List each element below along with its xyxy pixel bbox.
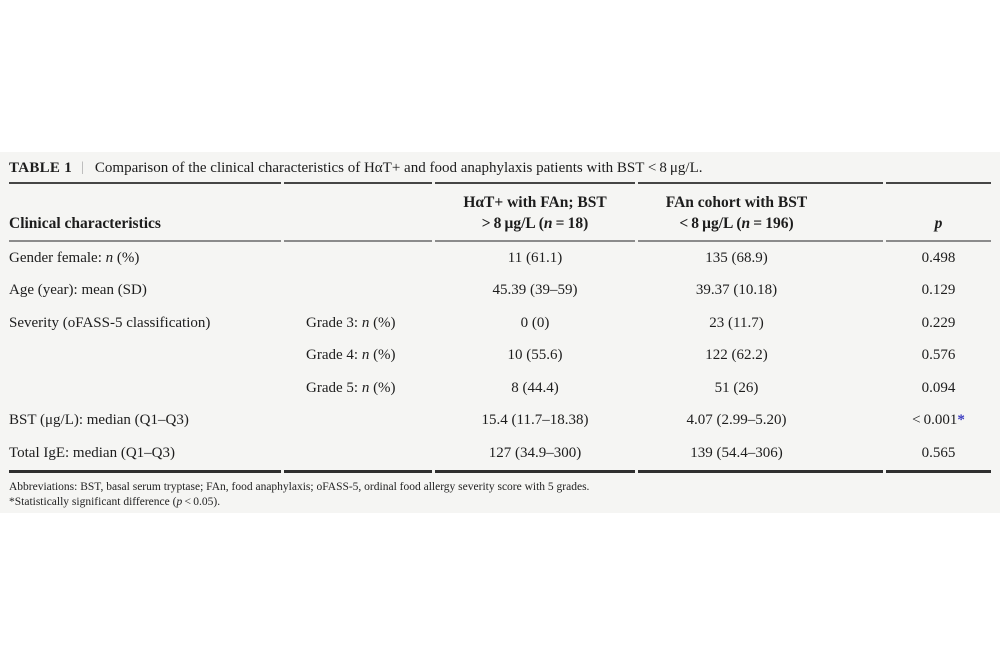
- value-hat-cohort: 0 (0): [520, 314, 550, 331]
- value-hat-cohort: 8 (44.4): [511, 379, 559, 396]
- p-value-text: 0.094: [921, 379, 956, 396]
- hat-header-line2: > 8 μg/L (: [481, 215, 544, 232]
- value-fan-cohort: 139 (54.4–306): [638, 437, 883, 473]
- fan-header-line1: FAn cohort with BST: [665, 194, 808, 211]
- p-value-text: < 0.001: [912, 412, 958, 429]
- p-value-text: 0.229: [921, 314, 956, 331]
- row-label-text: Age (year): mean (SD): [9, 282, 147, 299]
- row-sublabel-text: Grade 4:: [306, 347, 362, 364]
- table-row-severity-grade3: Severity (oFASS-5 classification) Grade …: [9, 307, 991, 340]
- row-sublabel-end: (%): [369, 347, 396, 364]
- value-hat-cohort: 15.4 (11.7–18.38): [481, 412, 589, 429]
- table-row-bst: BST (μg/L): median (Q1–Q3) 15.4 (11.7–18…: [9, 405, 991, 438]
- p-value: 0.576: [886, 340, 991, 373]
- hat-header-n: n: [543, 215, 553, 232]
- table-row-total-ige: Total IgE: median (Q1–Q3) 127 (34.9–300)…: [9, 437, 991, 473]
- row-sublabel-italic: n: [361, 314, 370, 331]
- fan-header-n: n: [741, 215, 751, 232]
- caption-separator: |: [81, 160, 84, 175]
- row-sublabel: [284, 242, 432, 275]
- value-fan-cohort: 23 (11.7): [709, 314, 764, 331]
- row-label-text: Severity (oFASS-5 classification): [9, 314, 211, 331]
- table-footnotes: Abbreviations: BST, basal serum tryptase…: [6, 480, 994, 511]
- col-header-fan-cohort: FAn cohort with BST < 8 μg/L (n = 196): [638, 182, 883, 242]
- row-label-text: BST (μg/L): median (Q1–Q3): [9, 412, 189, 429]
- footnote-significance-p: p: [176, 496, 183, 508]
- value-fan-cohort: 135 (68.9): [705, 249, 768, 266]
- p-value-text: 0.498: [921, 249, 956, 266]
- row-label-end: (%): [113, 249, 140, 266]
- col-header-clinical-characteristics: Clinical characteristics: [9, 182, 281, 242]
- row-sublabel: Grade 5: n (%): [284, 372, 432, 405]
- p-value: 0.498: [886, 242, 991, 275]
- p-value: 0.129: [886, 275, 991, 308]
- footnote-significance-end: < 0.05).: [182, 496, 221, 508]
- row-sublabel-italic: n: [361, 379, 370, 396]
- table-row-gender: Gender female: n (%) 11 (61.1) 135 (68.9…: [9, 242, 991, 275]
- table-label: TABLE 1: [9, 159, 73, 176]
- p-value-text: 0.129: [921, 282, 956, 299]
- value-hat-cohort: 11 (61.1): [507, 249, 563, 266]
- table-row-age: Age (year): mean (SD) 45.39 (39–59) 39.3…: [9, 275, 991, 308]
- p-value: < 0.001*: [886, 405, 991, 438]
- caption-text: Comparison of the clinical characteristi…: [94, 159, 703, 176]
- value-fan-cohort: 4.07 (2.99–5.20): [686, 412, 787, 429]
- footnote-significance: *Statistically significant difference (p…: [9, 495, 994, 511]
- row-label: [9, 372, 281, 405]
- value-hat-cohort: 10 (55.6): [507, 347, 563, 364]
- row-sublabel: [284, 275, 432, 308]
- table-row-severity-grade4: Grade 4: n (%) 10 (55.6) 122 (62.2) 0.57…: [9, 340, 991, 373]
- row-label: BST (μg/L): median (Q1–Q3): [9, 405, 281, 438]
- row-label: Age (year): mean (SD): [9, 275, 281, 308]
- row-sublabel: [284, 405, 432, 438]
- header-row: Clinical characteristics HαT+ with FAn; …: [9, 182, 991, 242]
- value-fan-cohort: 51 (26): [714, 379, 759, 396]
- row-sublabel-end: (%): [369, 379, 396, 396]
- table-panel: TABLE 1 | Comparison of the clinical cha…: [0, 152, 1000, 513]
- p-value: 0.094: [886, 372, 991, 405]
- value-hat-cohort: 45.39 (39–59): [492, 282, 578, 299]
- row-label: [9, 340, 281, 373]
- row-sublabel: Grade 3: n (%): [284, 307, 432, 340]
- table-row-severity-grade5: Grade 5: n (%) 8 (44.4) 51 (26) 0.094: [9, 372, 991, 405]
- row-label: Severity (oFASS-5 classification): [9, 307, 281, 340]
- table-caption: TABLE 1 | Comparison of the clinical cha…: [6, 152, 994, 182]
- row-label-text: Total IgE: median (Q1–Q3): [9, 444, 175, 461]
- significance-asterisk: *: [957, 412, 965, 429]
- footnote-significance-text: *Statistically significant difference (: [9, 496, 177, 508]
- p-value-text: 0.565: [921, 444, 956, 461]
- p-value-text: 0.576: [921, 347, 956, 364]
- value-hat-cohort: 127 (34.9–300): [435, 437, 635, 473]
- hat-header-line2-end: = 18): [552, 215, 589, 232]
- row-sublabel: [284, 437, 432, 473]
- value-fan-cohort: 39.37 (10.18): [695, 282, 778, 299]
- col-header-hat-cohort: HαT+ with FAn; BST > 8 μg/L (n = 18): [435, 182, 635, 242]
- row-sublabel-text: Grade 3:: [306, 314, 362, 331]
- row-sublabel: Grade 4: n (%): [284, 340, 432, 373]
- fan-header-line2-end: = 196): [750, 215, 794, 232]
- col-header-p-value: p: [886, 182, 991, 242]
- row-label: Gender female: n (%): [9, 242, 281, 275]
- row-label-text: Gender female:: [9, 249, 106, 266]
- row-sublabel-italic: n: [361, 347, 370, 364]
- row-label: Total IgE: median (Q1–Q3): [9, 437, 281, 473]
- fan-header-line2: < 8 μg/L (: [679, 215, 742, 232]
- hat-header-line1: HαT+ with FAn; BST: [463, 194, 607, 211]
- col-header-subcategory: [284, 182, 432, 242]
- clinical-characteristics-table: Clinical characteristics HαT+ with FAn; …: [6, 182, 994, 473]
- row-sublabel-end: (%): [369, 314, 396, 331]
- value-fan-cohort: 122 (62.2): [705, 347, 768, 364]
- p-value: 0.565: [886, 437, 991, 473]
- footnote-abbreviations: Abbreviations: BST, basal serum tryptase…: [9, 480, 590, 493]
- p-value: 0.229: [886, 307, 991, 340]
- row-sublabel-text: Grade 5:: [306, 379, 362, 396]
- row-label-italic: n: [105, 249, 114, 266]
